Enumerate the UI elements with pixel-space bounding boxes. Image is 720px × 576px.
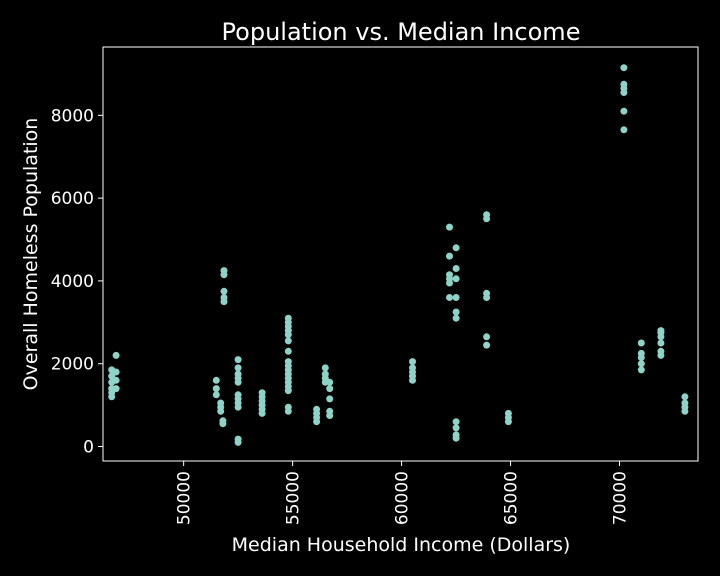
y-tick-label: 2000 [51,355,94,375]
data-point [220,267,228,275]
data-point [504,409,512,417]
y-axis-ticks: 0 2000 4000 6000 8000 [51,106,103,458]
data-point [112,385,120,393]
data-point [446,294,453,301]
data-point [234,391,242,399]
x-tick-label: 65000 [502,471,522,525]
data-point [452,275,460,283]
data-point [234,356,242,364]
data-point [446,223,453,231]
data-point [284,358,292,366]
data-point [112,376,120,384]
data-point [409,358,416,366]
data-point [452,314,460,322]
data-point [483,333,491,341]
data-point [620,64,628,72]
data-point [657,347,665,355]
data-point [446,271,453,279]
data-point [313,405,321,413]
data-point [637,339,645,347]
data-point [637,366,645,374]
data-point [112,351,120,359]
y-tick-label: 0 [83,438,94,458]
data-point [212,376,220,384]
data-point [637,349,645,357]
data-point [657,327,665,335]
data-point [620,80,628,88]
x-tick-label: 60000 [393,471,413,525]
data-point [234,370,242,378]
data-point [452,308,460,316]
y-tick-label: 8000 [51,106,94,126]
data-point [112,368,120,376]
data-point [258,389,266,397]
data-point [681,399,689,407]
data-point [446,252,453,260]
data-point [220,287,228,295]
data-point [452,244,460,252]
data-point [681,393,689,401]
chart-title: Population vs. Median Income [222,18,581,46]
data-point [620,126,628,134]
data-point [284,347,292,355]
data-point [483,341,491,349]
x-tick-label: 55000 [284,471,304,525]
data-point [326,378,334,386]
data-point [483,289,491,297]
data-point [452,418,460,426]
data-point [321,364,329,372]
data-point [212,385,220,393]
data-point [326,395,334,403]
data-point [220,294,228,301]
data-point [483,211,491,219]
data-point [217,399,225,407]
data-point [657,339,665,347]
x-axis-label: Median Household Income (Dollars) [232,534,571,556]
data-point [637,360,645,368]
data-point [284,337,292,345]
data-point [234,364,242,372]
data-point [452,424,460,432]
data-point [321,370,329,378]
data-point [620,107,628,115]
data-point [326,385,334,393]
data-point [219,417,227,425]
data-point [326,407,334,415]
data-points [108,64,689,446]
data-point [452,431,460,439]
data-point [234,435,242,443]
data-point [409,364,416,372]
data-point [284,403,292,411]
data-point [212,391,220,399]
x-tick-label: 50000 [175,471,195,525]
data-point [452,294,460,301]
plot-frame [102,46,699,462]
x-axis-ticks: 50000 55000 60000 65000 70000 [175,461,631,525]
data-point [452,265,460,272]
y-tick-label: 4000 [51,272,94,292]
y-tick-label: 6000 [51,189,94,209]
data-point [284,314,292,322]
data-point [108,372,116,380]
x-tick-label: 70000 [611,471,631,525]
y-axis-label: Overall Homeless Population [20,118,42,391]
